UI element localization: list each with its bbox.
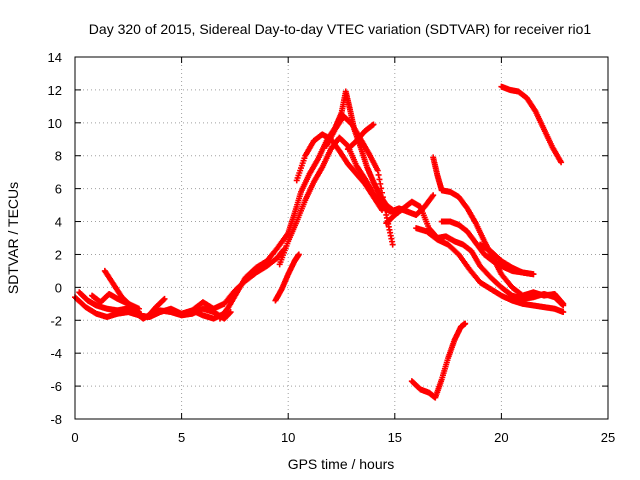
x-tick-label: 15 [388, 430, 402, 445]
series-trace-18 [408, 320, 469, 401]
series-trace-14 [413, 225, 567, 316]
series-trace-4 [89, 290, 142, 312]
data-point [161, 295, 168, 302]
plot-frame [74, 56, 609, 420]
data-point [379, 194, 386, 201]
y-tick-label: -4 [50, 346, 62, 361]
data-point [462, 320, 469, 327]
data-point [160, 296, 167, 303]
x-axis-label: GPS time / hours [288, 456, 395, 472]
y-tick-label: 0 [55, 280, 62, 295]
series-trace-15 [430, 154, 567, 307]
data-point [135, 305, 142, 312]
x-tick-label: 20 [494, 430, 508, 445]
x-tick-label: 25 [601, 430, 615, 445]
data-point [389, 241, 396, 248]
y-tick-label: 10 [48, 116, 62, 131]
y-tick-label: 4 [55, 215, 62, 230]
data-point [560, 300, 567, 307]
y-tick-label: 2 [55, 247, 62, 262]
data-point [375, 171, 382, 178]
data-point [380, 198, 387, 205]
data-point [430, 192, 437, 199]
data-point [560, 309, 567, 316]
data-point [530, 271, 537, 278]
data-point [382, 207, 389, 214]
data-point [558, 159, 565, 166]
y-axis-label: SDTVAR / TECUs [5, 182, 21, 294]
y-tick-label: 14 [48, 50, 62, 65]
y-tick-label: -2 [50, 313, 62, 328]
chart-title: Day 320 of 2015, Sidereal Day-to-day VTE… [89, 21, 592, 37]
y-tick-label: -8 [50, 412, 62, 427]
data-point [370, 121, 377, 128]
series-trace-19 [498, 83, 565, 166]
series-trace-10 [323, 113, 396, 248]
y-tick-label: 12 [48, 83, 62, 98]
data-point [379, 189, 386, 196]
x-tick-label: 0 [71, 430, 78, 445]
series-trace-17 [477, 241, 537, 278]
data-point [295, 251, 302, 258]
y-tick-label: 8 [55, 149, 62, 164]
data-point [374, 167, 381, 174]
y-tick-label: 6 [55, 182, 62, 197]
x-tick-label: 10 [281, 430, 295, 445]
data-point [429, 193, 436, 200]
data-point [378, 185, 385, 192]
series-trace-5 [144, 295, 168, 320]
series-trace-12 [272, 251, 302, 304]
data-point [381, 203, 388, 210]
data-point [227, 309, 234, 316]
data-points [72, 83, 567, 401]
y-tick-label: -6 [50, 379, 62, 394]
series-trace-11 [344, 121, 377, 153]
axis-ticks: 0 5 10 15 20 25 -8 -6 -4 -2 0 2 4 6 8 10 12 14 [48, 50, 616, 445]
data-point [376, 176, 383, 183]
x-tick-label: 5 [178, 430, 185, 445]
data-point [377, 180, 384, 187]
data-point [559, 299, 566, 306]
